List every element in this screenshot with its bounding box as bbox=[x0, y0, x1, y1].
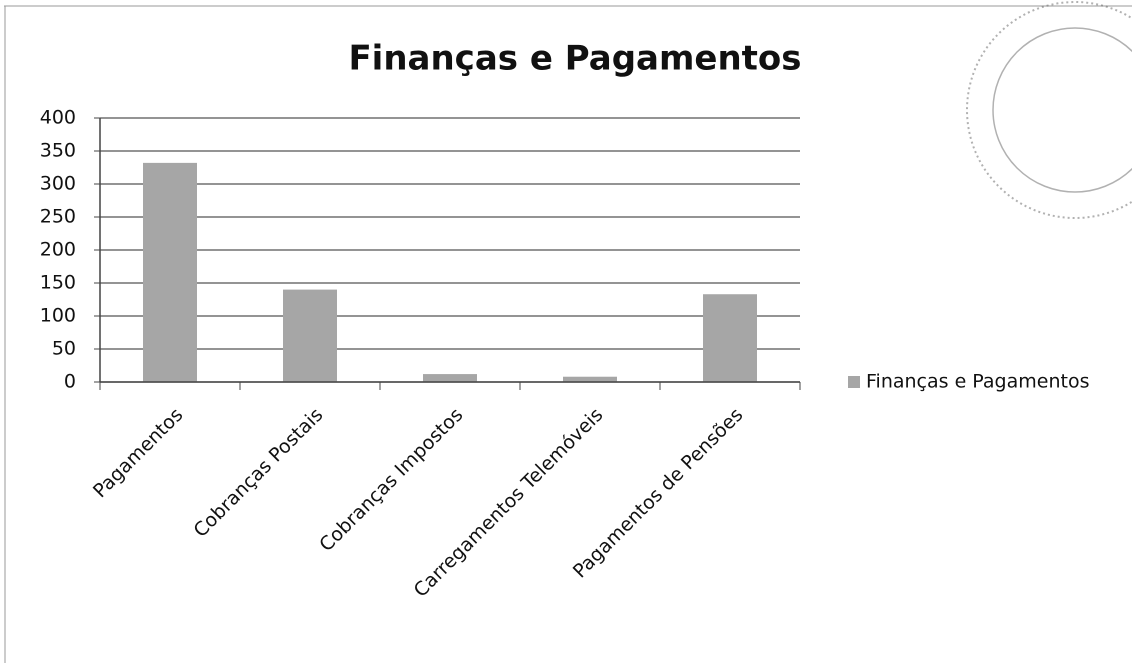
y-tick-label: 100 bbox=[40, 305, 76, 327]
stamp-ring bbox=[992, 27, 1132, 193]
bar bbox=[703, 294, 757, 382]
y-tick-label: 150 bbox=[40, 272, 76, 294]
bar bbox=[143, 162, 197, 382]
y-tick-label: 300 bbox=[40, 173, 76, 195]
y-tick-label: 0 bbox=[64, 371, 76, 393]
y-tick-label: 250 bbox=[40, 206, 76, 228]
y-tick-label: 400 bbox=[40, 107, 76, 129]
y-tick-label: 350 bbox=[40, 140, 76, 162]
y-tick-label: 50 bbox=[52, 338, 76, 360]
bar bbox=[423, 374, 477, 382]
stamp bbox=[966, 1, 1132, 219]
legend-label: Finanças e Pagamentos bbox=[866, 371, 1089, 393]
chart-title: Finanças e Pagamentos bbox=[348, 39, 801, 79]
y-tick-label: 200 bbox=[40, 239, 76, 261]
bar bbox=[283, 289, 337, 382]
bar bbox=[563, 376, 617, 382]
legend-swatch bbox=[848, 376, 860, 388]
